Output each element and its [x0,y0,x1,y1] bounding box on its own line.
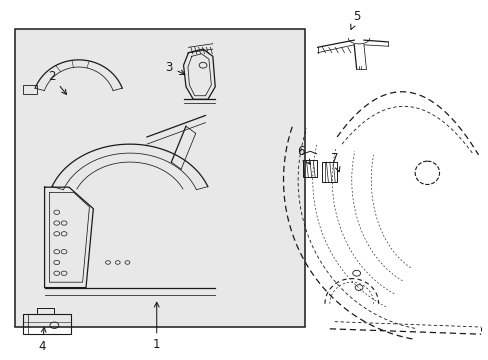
Bar [15,30,305,327]
Bar [303,160,316,177]
Text: 7: 7 [330,152,339,172]
Text: 5: 5 [350,10,360,30]
Bar [23,85,37,94]
Text: 6: 6 [296,145,310,164]
Text: 3: 3 [165,60,184,75]
Text: 2: 2 [48,69,66,94]
Text: 1: 1 [153,302,160,351]
Text: 4: 4 [39,327,46,353]
Bar [321,162,336,182]
Bar [22,315,71,334]
